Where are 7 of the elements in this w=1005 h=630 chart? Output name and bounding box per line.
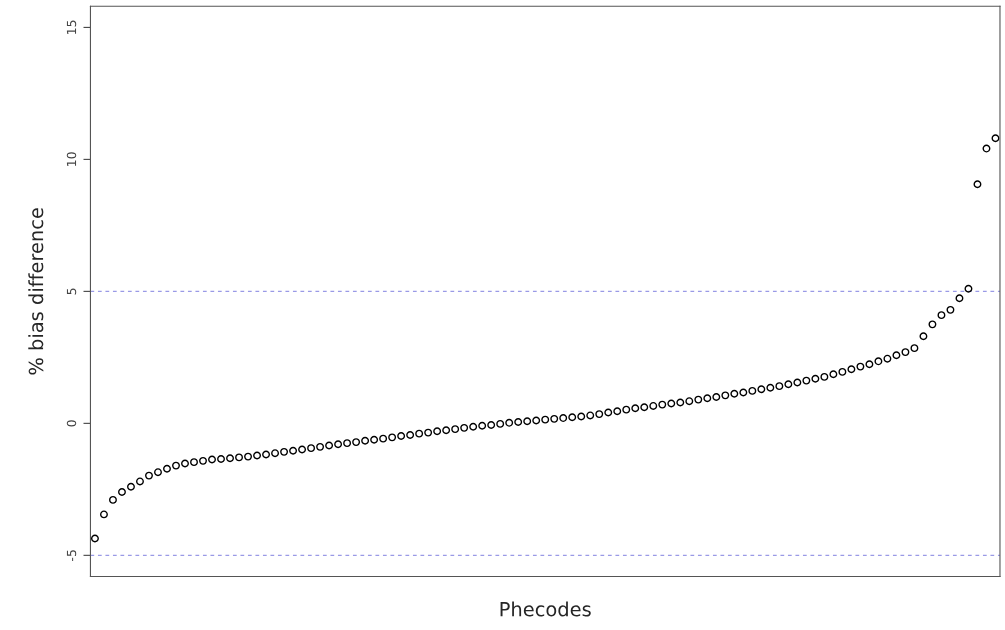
y-tick-label: 15 — [66, 20, 77, 34]
y-tick-label: 10 — [66, 152, 77, 166]
y-tick-label: 0 — [66, 420, 77, 427]
y-tick-label: -5 — [66, 550, 77, 561]
x-axis-title: Phecodes — [500, 601, 591, 617]
y-axis-title: % bias difference — [28, 208, 44, 375]
y-tick-label: 5 — [66, 288, 77, 295]
